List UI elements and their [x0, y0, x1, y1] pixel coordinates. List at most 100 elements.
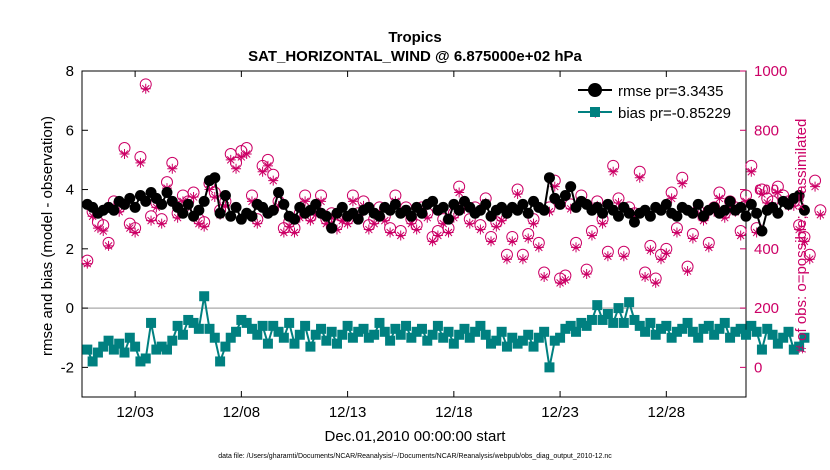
y-tick-label: 0: [66, 300, 74, 317]
y-tick-label: 8: [66, 63, 74, 80]
rmse-point: [565, 181, 577, 193]
obs-assimilated-point: [661, 248, 672, 259]
obs-assimilated-point: [427, 236, 438, 247]
bias-point: [507, 332, 518, 343]
obs-assimilated-point: [671, 227, 682, 238]
bias-point: [640, 326, 651, 337]
bias-point: [459, 323, 470, 334]
bias-point: [475, 320, 486, 331]
obs-assimilated-point: [411, 224, 422, 235]
obs-assimilated-point: [119, 148, 130, 159]
obs-assimilated-point: [565, 203, 576, 214]
legend-rmse-marker: [588, 83, 602, 97]
bias-point: [762, 323, 773, 334]
obs-assimilated-point: [262, 160, 273, 171]
bias-point: [167, 335, 178, 346]
rmse-point: [416, 207, 428, 219]
rmse-point: [198, 195, 210, 207]
bias-point: [661, 320, 672, 331]
bias-point: [124, 332, 135, 343]
bias-point: [385, 335, 396, 346]
bias-point: [528, 341, 539, 352]
bias-point: [501, 341, 512, 352]
obs-assimilated-point: [130, 227, 141, 238]
obs-assimilated-point: [278, 227, 289, 238]
bias-point: [794, 341, 805, 352]
x-axis-label: Dec.01,2010 00:00:00 start: [325, 428, 507, 445]
obs-assimilated-point: [124, 223, 135, 234]
obs-assimilated-point: [294, 212, 305, 223]
obs-assimilated-point: [788, 200, 799, 211]
obs-assimilated-point: [289, 227, 300, 238]
rmse-series: [81, 172, 810, 237]
obs-assimilated-point: [677, 178, 688, 189]
obs-assimilated-point: [810, 181, 821, 192]
obs-assimilated-point: [140, 83, 151, 94]
bias-point: [682, 317, 693, 328]
rmse-point: [336, 201, 348, 213]
bias-point: [454, 329, 465, 340]
obs-assimilated-point: [507, 236, 518, 247]
rmse-point: [554, 198, 566, 210]
bias-point: [687, 326, 698, 337]
bias-point: [326, 326, 337, 337]
obs-assimilated-point: [666, 193, 677, 204]
obs-assimilated-point: [316, 196, 327, 207]
bias-point: [114, 338, 125, 349]
obs-assimilated-point: [645, 245, 656, 256]
rmse-point: [278, 198, 290, 210]
rmse-point: [182, 198, 194, 210]
y-tick-label: 6: [66, 122, 74, 139]
y-axis-label: rmse and bias (model - observation): [39, 116, 56, 356]
obs-assimilated-point: [719, 212, 730, 223]
obs-assimilated-point: [454, 187, 465, 198]
obs-assimilated-point: [539, 271, 550, 282]
bias-point: [199, 291, 210, 302]
bias-point: [411, 326, 422, 337]
bias-point: [533, 332, 544, 343]
obs-assimilated-point: [815, 209, 826, 220]
rmse-point: [559, 189, 571, 201]
y-tick-label: 4: [66, 182, 74, 199]
obs-assimilated-point: [486, 236, 497, 247]
rmse-point: [140, 195, 152, 207]
bias-point: [193, 323, 204, 334]
obs-assimilated-point: [687, 233, 698, 244]
chart-title: Tropics: [388, 29, 441, 46]
bias-point: [645, 317, 656, 328]
bias-point: [735, 323, 746, 334]
rmse-point: [219, 189, 231, 201]
bias-point: [772, 338, 783, 349]
bias-point: [183, 314, 194, 325]
obs-assimilated-point: [241, 148, 252, 159]
y-right-tick-label: 0: [754, 359, 762, 376]
obs-assimilated-point: [114, 206, 125, 217]
obs-assimilated-point: [193, 218, 204, 229]
bias-point: [92, 347, 103, 358]
rmse-point: [209, 172, 221, 184]
bias-point: [305, 341, 316, 352]
bias-point: [470, 326, 481, 337]
rmse-point: [772, 207, 784, 219]
legend-box: [574, 80, 742, 124]
bias-point: [671, 326, 682, 337]
obs-assimilated-point: [703, 242, 714, 253]
obs-assimilated-point: [634, 172, 645, 183]
bias-point: [709, 329, 720, 340]
y-tick-label: 2: [66, 241, 74, 258]
rmse-point: [230, 201, 242, 213]
plot-frame: [81, 70, 747, 398]
rmse-point: [427, 195, 439, 207]
y-right-tick-label: 400: [754, 241, 779, 258]
rmse-point: [246, 210, 258, 222]
rmse-point: [756, 225, 768, 237]
obs-assimilated-point: [608, 166, 619, 177]
rmse-point: [735, 201, 747, 213]
obs-assimilated-point: [177, 196, 188, 207]
rmse-point: [543, 172, 555, 184]
bias-point: [300, 320, 311, 331]
bias-point: [220, 341, 231, 352]
rmse-point: [745, 198, 757, 210]
obs-assimilated-point: [82, 258, 93, 269]
